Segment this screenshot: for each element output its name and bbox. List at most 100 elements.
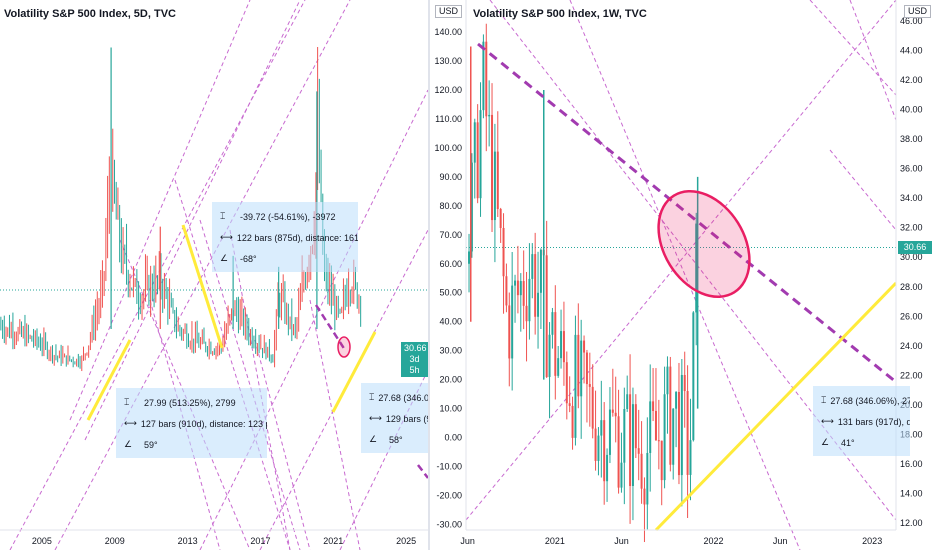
right-axis-tick: 16.00 (900, 459, 923, 469)
measure-box-right[interactable]: ⌶27.68 (346.06%), 2768 ⟷129 bars (917d),… (361, 383, 428, 453)
channel-line (569, 0, 801, 550)
pane-divider[interactable] (428, 0, 430, 550)
measure-angle: 59° (144, 439, 158, 450)
left-axis-tick: 120.00 (434, 85, 462, 95)
candle-body (675, 391, 678, 409)
candle-body (505, 276, 508, 306)
highlight-ellipse (337, 336, 351, 358)
candle-body (631, 404, 634, 486)
measure-box-top[interactable]: ⌶ -39.72 (-54.61%), -3972 ⟷ 122 bars (875d… (212, 202, 358, 272)
measure-price: -39.72 (-54.61%), -3972 (240, 211, 336, 222)
channel-line (809, 0, 897, 96)
candle-body (689, 440, 692, 475)
candle-body (473, 122, 476, 163)
x-tick-label: 2023 (862, 536, 882, 546)
candle-body (657, 440, 660, 442)
candle-body (525, 305, 528, 322)
candle-body (522, 281, 525, 306)
candle-body (562, 331, 565, 363)
candle-body (539, 249, 542, 293)
candle-body (603, 420, 606, 482)
candle-body (646, 452, 649, 505)
yellow-trendline (654, 281, 898, 532)
candle-body (686, 391, 689, 475)
measure-bars: 122 bars (875d), distance: 161 px (236, 232, 358, 243)
channel-line (465, 0, 897, 521)
candle-body (531, 254, 534, 279)
channel-line (174, 179, 291, 550)
yellow-trendline (331, 331, 377, 413)
measure-angle: 58° (389, 434, 403, 445)
candle-body (551, 312, 554, 335)
x-tick-label: 2021 (545, 536, 565, 546)
candle-body (672, 408, 675, 465)
right-axis-tick: 26.00 (900, 311, 923, 321)
right-chart-canvas[interactable]: -30.00 -20.00 -10.00 0.00 10.00 20.00 30.00 40.… (430, 0, 932, 550)
x-tick-label: Jun (614, 536, 629, 546)
last-price-tag: 30.66 3d 5h (401, 342, 428, 377)
candle-body (482, 41, 485, 111)
purple-trendline (417, 464, 428, 479)
right-axis-tick: 12.00 (900, 518, 923, 528)
candle-body (568, 403, 571, 406)
channel-line (254, 339, 311, 550)
left-axis-tick: 130.00 (434, 56, 462, 66)
left-chart-canvas[interactable]: 2005 2009 2013 2017 2021 2025 (0, 0, 428, 550)
channel-line (9, 0, 306, 550)
right-axis-bg (896, 0, 932, 550)
channel-line (84, 0, 301, 441)
candle-body (594, 428, 597, 461)
candle-body (680, 374, 683, 476)
measure-bars: 129 bars (917d), distance: 124 px (385, 413, 428, 424)
left-axis-bg (430, 0, 466, 550)
right-axis-tick: 32.00 (900, 223, 923, 233)
candle-body (514, 280, 517, 286)
right-chart-title: Volatility S&P 500 Index, 1W, TVC (473, 8, 647, 20)
highlight-ellipse (657, 189, 751, 299)
right-axis-currency[interactable]: USD (904, 5, 932, 18)
candle-body (528, 278, 531, 322)
right-axis-tick: 44.00 (900, 46, 923, 56)
candle-body (565, 362, 568, 404)
right-chart-pane[interactable]: -30.00 -20.00 -10.00 0.00 10.00 20.00 30.00 40.… (430, 0, 932, 550)
left-axis-tick: 70.00 (439, 230, 462, 240)
candle-body (623, 409, 626, 463)
candle-body (488, 114, 491, 117)
measure-angle: -68° (240, 253, 257, 264)
candle-body (695, 223, 698, 313)
right-axis-tick: 24.00 (900, 341, 923, 351)
candle-body (637, 448, 640, 454)
candle-body (470, 162, 473, 252)
candle-body (677, 391, 680, 476)
x-tick-label: 2005 (32, 536, 52, 546)
candle-body (574, 334, 577, 438)
candle-body (476, 122, 479, 199)
right-axis-tick: 46.00 (900, 16, 923, 26)
right-axis-tick: 38.00 (900, 134, 923, 144)
candle-body (508, 305, 511, 359)
left-axis-currency[interactable]: USD (435, 5, 463, 18)
candle-body (557, 358, 560, 376)
measure-box-bottom[interactable]: ⌶ 27.99 (513.25%), 2799 ⟷ 127 bars (910d),… (116, 388, 267, 458)
channel-line (69, 0, 251, 421)
price-range-icon: ⌶ (124, 397, 130, 408)
channel-line (259, 229, 428, 550)
candle-body (493, 151, 496, 221)
left-chart-title: Volatility S&P 500 Index, 5D, TVC (4, 8, 176, 20)
bars-range-icon: ⟷ (821, 416, 834, 427)
candle-body (597, 435, 600, 461)
x-tick-label: Jun (773, 536, 788, 546)
candle-body (545, 255, 548, 377)
candle-body (652, 401, 655, 412)
candle-body (534, 254, 537, 317)
measure-bars: 131 bars (917d), distance: 124 px (837, 416, 910, 427)
candle-body (608, 409, 611, 455)
candle-body (560, 331, 563, 359)
right-axis-tick: 22.00 (900, 370, 923, 380)
left-chart-pane[interactable]: 2005 2009 2013 2017 2021 2025 Volatility S&P … (0, 0, 428, 550)
right-axis-tick: 30.00 (900, 252, 923, 262)
angle-icon: ∠ (821, 437, 830, 448)
candle-body (479, 110, 482, 199)
price-range-icon: ⌶ (821, 395, 827, 406)
measure-box-right-chart[interactable]: ⌶27.68 (346.06%), 2768 ⟷131 bars (917d),… (813, 386, 910, 456)
